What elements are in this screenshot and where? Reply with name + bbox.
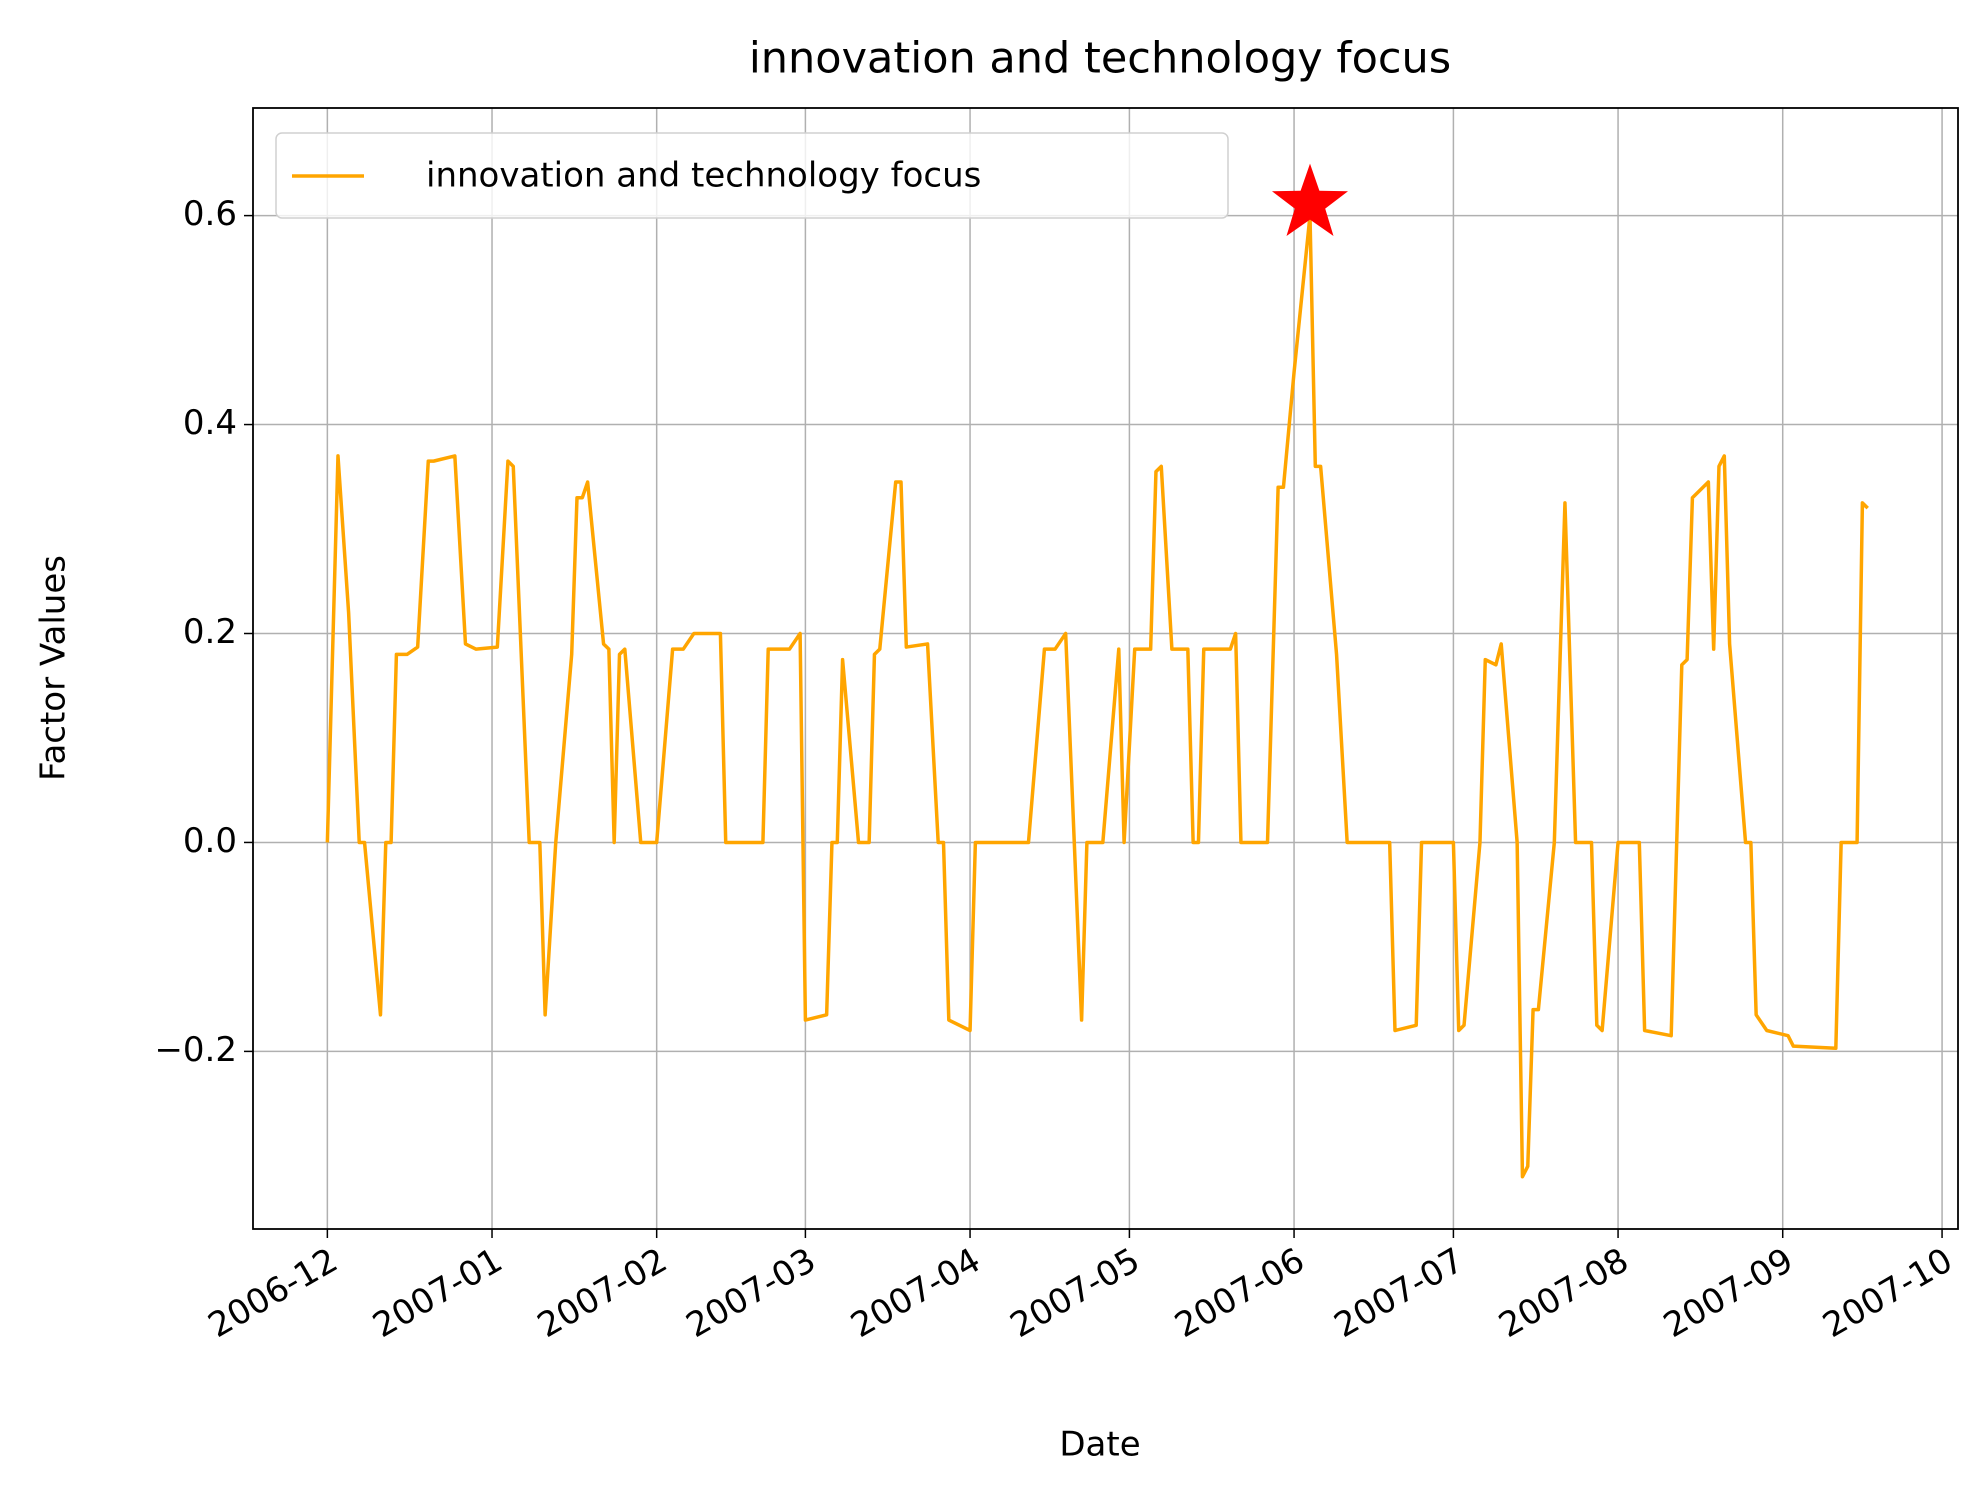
y-tick-label: 0.2 (183, 612, 237, 652)
x-axis-label: Date (1059, 1425, 1140, 1465)
x-tick-label: 2007-06 (1168, 1240, 1311, 1346)
legend-box (275, 132, 1229, 219)
chart-title: innovation and technology focus (749, 34, 1451, 84)
x-tick-label: 2007-02 (531, 1240, 674, 1346)
x-tick-label: 2007-09 (1657, 1240, 1800, 1346)
x-tick-label: 2007-07 (1328, 1240, 1471, 1346)
y-tick-label: 0.6 (183, 194, 237, 234)
y-axis-label: Factor Values (34, 555, 74, 781)
x-tick-label: 2007-10 (1816, 1240, 1959, 1346)
y-tick-label: 0.0 (183, 821, 237, 861)
y-tick-label: −0.2 (154, 1030, 237, 1070)
y-tick-label: 0.4 (183, 403, 237, 443)
series-line (325, 213, 1869, 1179)
x-tick-label: 2007-03 (680, 1240, 823, 1346)
x-tick-label: 2007-04 (844, 1240, 987, 1346)
x-tick-label: 2006-12 (202, 1240, 345, 1346)
x-tick-label: 2007-05 (1004, 1240, 1147, 1346)
legend-label: innovation and technology focus (426, 156, 981, 196)
plot-frame (252, 107, 1959, 1230)
max-marker (1272, 163, 1348, 236)
x-tick-label: 2007-01 (366, 1240, 509, 1346)
x-tick-label: 2007-08 (1492, 1240, 1635, 1346)
